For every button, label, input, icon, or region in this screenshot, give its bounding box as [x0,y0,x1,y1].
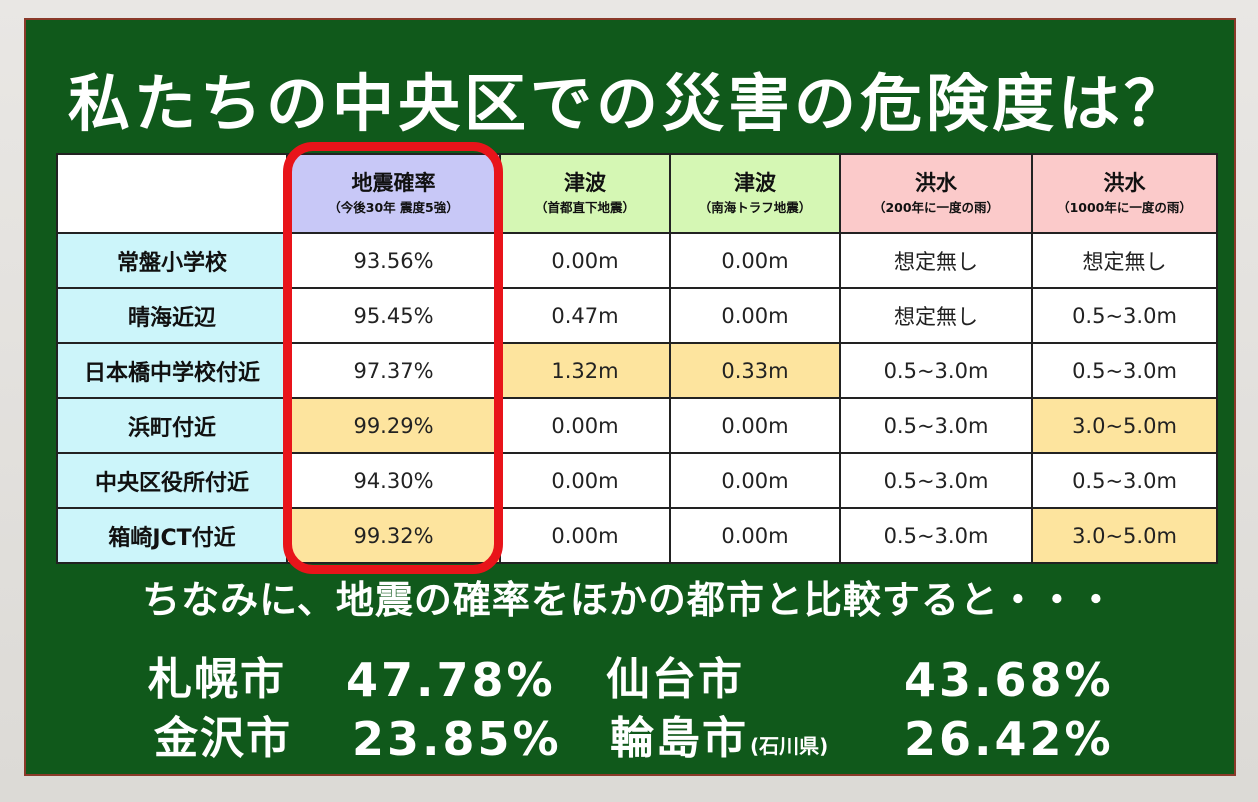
city-name-kanazawa: 金沢市 [154,713,292,764]
header-label: 地震確率 [351,171,436,195]
city-value-sendai: 43.68% [904,653,1114,707]
risk-value-cell: 99.32% [286,507,501,564]
risk-value-cell: 0.5~3.0m [839,507,1033,564]
risk-value-cell: 97.37% [286,342,501,399]
header-sublabel: （200年に一度の雨） [872,200,1000,215]
location-name-cell: 中央区役所付近 [56,452,288,509]
header-sublabel: （南海トラフ地震） [698,200,812,215]
risk-value-cell: 想定無し [839,287,1033,344]
risk-value-cell: 3.0~5.0m [1031,507,1218,564]
header-label: 津波 [734,171,776,195]
city-name-note: (石川県) [750,734,829,758]
table-row: 常盤小学校 93.56% 0.00m 0.00m 想定無し 想定無し [56,232,1218,289]
risk-value-cell: 想定無し [1031,232,1218,289]
table-row: 中央区役所付近 94.30% 0.00m 0.00m 0.5~3.0m 0.5~3.0m [56,452,1218,509]
risk-value-cell: 0.00m [499,452,671,509]
header-tsunami-tokyo: 津波 （首都直下地震） [499,153,671,234]
risk-value-cell: 0.00m [499,232,671,289]
risk-value-cell: 0.00m [499,397,671,454]
risk-value-cell: 0.47m [499,287,671,344]
risk-value-cell: 0.5~3.0m [1031,452,1218,509]
risk-value-cell: 0.00m [669,287,841,344]
header-sublabel: （首都直下地震） [534,200,635,215]
risk-value-cell: 3.0~5.0m [1031,397,1218,454]
risk-value-cell: 0.5~3.0m [839,452,1033,509]
risk-value-cell: 95.45% [286,287,501,344]
page-title: 私たちの中央区での災害の危険度は？ [67,67,1190,140]
header-sublabel: （1000年に一度の雨） [1057,200,1192,215]
risk-value-cell: 0.00m [499,507,671,564]
table-row: 箱崎JCT付近 99.32% 0.00m 0.00m 0.5~3.0m 3.0~5.0m [56,507,1218,564]
header-label: 津波 [564,171,606,195]
table-row: 日本橋中学校付近 97.37% 1.32m 0.33m 0.5~3.0m 0.5~3.0m [56,342,1218,399]
risk-value-cell: 0.00m [669,397,841,454]
header-flood-1000yr: 洪水 （1000年に一度の雨） [1031,153,1218,234]
location-name-cell: 浜町付近 [56,397,288,454]
city-value-wajima: 26.42% [904,712,1114,766]
risk-value-cell: 0.00m [669,232,841,289]
comparison-intro: ちなみに、地震の確率をほかの都市と比較すると・・・ [142,578,1116,622]
header-blank-cell [56,153,288,234]
risk-value-cell: 0.5~3.0m [1031,287,1218,344]
risk-value-cell: 94.30% [286,452,501,509]
risk-value-cell: 0.00m [669,507,841,564]
risk-value-cell: 0.5~3.0m [1031,342,1218,399]
table-header-row: 地震確率 （今後30年 震度5強） 津波 （首都直下地震） 津波 （南海トラフ地… [56,153,1218,234]
risk-value-cell: 99.29% [286,397,501,454]
table-row: 晴海近辺 95.45% 0.47m 0.00m 想定無し 0.5~3.0m [56,287,1218,344]
city-name-sendai: 仙台市 [606,654,744,705]
disaster-risk-table: 地震確率 （今後30年 震度5強） 津波 （首都直下地震） 津波 （南海トラフ地… [56,153,1218,564]
header-earthquake-probability: 地震確率 （今後30年 震度5強） [286,153,501,234]
header-label: 洪水 [915,171,957,195]
header-flood-200yr: 洪水 （200年に一度の雨） [839,153,1033,234]
risk-value-cell: 想定無し [839,232,1033,289]
city-name-label: 輪島市 [610,713,748,764]
location-name-cell: 箱崎JCT付近 [56,507,288,564]
city-value-sapporo: 47.78% [346,653,556,707]
risk-value-cell: 1.32m [499,342,671,399]
risk-value-cell: 0.5~3.0m [839,397,1033,454]
header-label: 洪水 [1103,171,1146,195]
header-tsunami-nankai: 津波 （南海トラフ地震） [669,153,841,234]
risk-value-cell: 0.5~3.0m [839,342,1033,399]
risk-value-cell: 0.33m [669,342,841,399]
city-name-wajima: 輪島市 (石川県) [610,711,828,774]
city-value-kanazawa: 23.85% [352,712,562,766]
risk-value-cell: 0.00m [669,452,841,509]
city-name-sapporo: 札幌市 [148,654,286,705]
header-sublabel: （今後30年 震度5強） [328,200,459,215]
location-name-cell: 日本橋中学校付近 [56,342,288,399]
location-name-cell: 常盤小学校 [56,232,288,289]
table-row: 浜町付近 99.29% 0.00m 0.00m 0.5~3.0m 3.0~5.0m [56,397,1218,454]
location-name-cell: 晴海近辺 [56,287,288,344]
risk-value-cell: 93.56% [286,232,501,289]
